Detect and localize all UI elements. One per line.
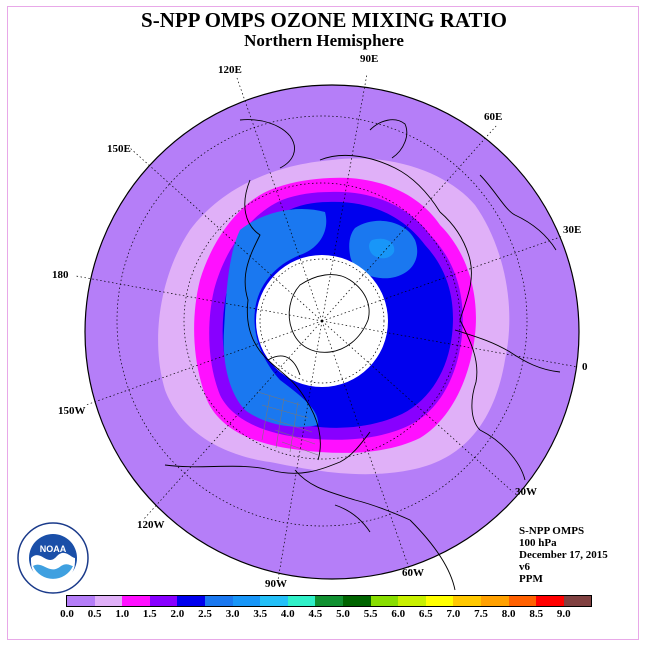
- map-boundary: [84, 84, 580, 580]
- colorbar-swatch: [149, 596, 178, 606]
- colorbar-tick-label: 4.0: [280, 608, 295, 620]
- product-info: S-NPP OMPS 100 hPa December 17, 2015 v6 …: [519, 525, 608, 585]
- lon-label-30w: 30W: [515, 486, 537, 498]
- colorbar-tick-label: 9.0: [556, 608, 571, 620]
- colorbar-swatch: [425, 596, 454, 606]
- colorbar-swatch: [536, 596, 564, 606]
- colorbar-swatch: [287, 596, 316, 606]
- colorbar: [66, 595, 593, 607]
- data-date: December 17, 2015: [519, 549, 608, 561]
- lon-label-120w: 120W: [137, 519, 165, 531]
- colorbar-swatch: [94, 596, 123, 606]
- colorbar-swatch: [342, 596, 371, 606]
- plot-frame: [7, 6, 639, 640]
- colorbar-tick-label: 4.5: [308, 608, 323, 620]
- colorbar-swatch: [398, 596, 426, 606]
- colorbar-tick-label: 7.0: [446, 608, 461, 620]
- colorbar-tick-label: 3.0: [225, 608, 240, 620]
- lon-label-0: 0: [582, 361, 588, 373]
- colorbar-swatch: [480, 596, 509, 606]
- noaa-logo-text: NOAA: [40, 544, 67, 554]
- instrument-name: S-NPP OMPS: [519, 525, 585, 537]
- lon-label-60e: 60E: [484, 111, 502, 123]
- pressure-level: 100 hPa: [519, 537, 557, 549]
- colorbar-swatch: [260, 596, 288, 606]
- colorbar-tick-label: 3.5: [253, 608, 268, 620]
- lon-label-180: 180: [52, 269, 69, 281]
- colorbar-tick-label: 5.0: [336, 608, 350, 620]
- colorbar-tick-label: 5.5: [363, 608, 378, 620]
- colorbar-swatch: [370, 596, 399, 606]
- colorbar-swatch: [232, 596, 261, 606]
- colorbar-swatch: [122, 596, 150, 606]
- lon-label-30e: 30E: [563, 224, 581, 236]
- colorbar-tick-label: 2.5: [198, 608, 212, 620]
- colorbar-tick-label: 1.5: [142, 608, 157, 620]
- colorbar-tick-label: 8.5: [529, 608, 544, 620]
- ozone-band-3.0-3.5: [369, 238, 395, 259]
- colorbar-tick-label: 6.5: [418, 608, 433, 620]
- colorbar-tick-label: 2.0: [170, 608, 185, 620]
- colorbar-tick-label: 0.5: [87, 608, 102, 620]
- lon-label-90e: 90E: [360, 53, 378, 65]
- colorbar-swatch: [204, 596, 233, 606]
- lon-label-120e: 120E: [218, 64, 242, 76]
- units-label: PPM: [519, 573, 543, 585]
- colorbar-swatch: [315, 596, 343, 606]
- coastlines: [164, 119, 561, 591]
- colorbar-swatch: [453, 596, 481, 606]
- graticule: [75, 73, 579, 581]
- colorbar-tick-label: 0.0: [60, 608, 74, 620]
- map-title: S-NPP OMPS OZONE MIXING RATIO: [141, 8, 507, 32]
- noaa-logo: NOAA: [17, 522, 89, 594]
- ozone-band-2.5-3.0-west: [223, 209, 327, 427]
- colorbar-swatch: [508, 596, 537, 606]
- colorbar-tick-label: 7.5: [474, 608, 488, 620]
- lon-label-90w: 90W: [265, 578, 287, 590]
- colorbar-swatch: [563, 596, 592, 606]
- map-subtitle: Northern Hemisphere: [244, 31, 404, 50]
- colorbar-swatch: [177, 596, 205, 606]
- colorbar-tick-label: 6.0: [391, 608, 406, 620]
- lon-label-150e: 150E: [107, 143, 131, 155]
- lon-label-60w: 60W: [402, 567, 424, 579]
- state-boundaries: [257, 391, 319, 456]
- colorbar-tick-label: 1.0: [115, 608, 130, 620]
- colorbar-swatch: [67, 596, 95, 606]
- data-version: v6: [519, 561, 530, 573]
- lon-label-150w: 150W: [58, 405, 86, 417]
- colorbar-tick-label: 8.0: [501, 608, 516, 620]
- colorbar-ticks: 0.0 0.5 1.0 1.5 2.0 2.5 3.0 3.5 4.0 4.5 5.0 5.5 6.0 6…: [0, 608, 648, 622]
